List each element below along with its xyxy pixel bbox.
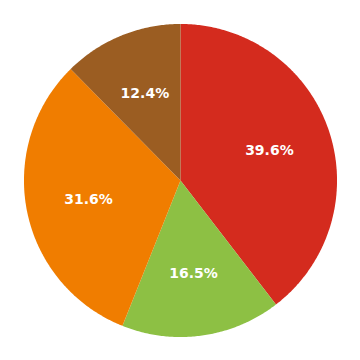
svg-text:31.6%: 31.6%	[64, 191, 113, 207]
svg-text:39.6%: 39.6%	[245, 142, 294, 158]
svg-text:12.4%: 12.4%	[121, 85, 170, 101]
svg-text:16.5%: 16.5%	[169, 265, 218, 281]
